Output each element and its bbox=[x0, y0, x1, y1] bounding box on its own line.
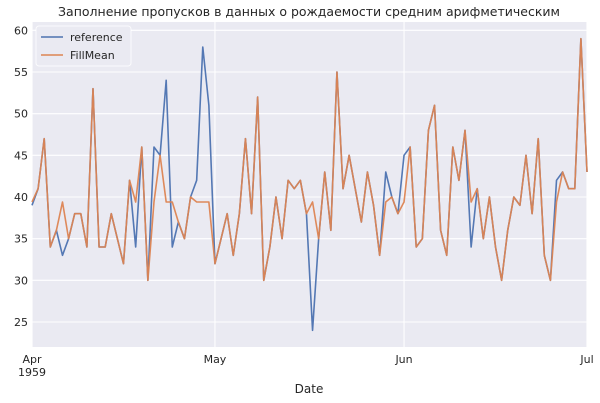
series-lines bbox=[31, 37, 588, 332]
x-axis-label: Date bbox=[295, 382, 324, 396]
plot-background bbox=[32, 22, 587, 347]
legend-label-fillmean: FillMean bbox=[70, 49, 115, 62]
legend-box bbox=[35, 25, 132, 67]
x-tick-sublabel: 1959 bbox=[18, 366, 46, 379]
y-ticks: 25 30 35 40 45 50 55 60 bbox=[14, 24, 28, 329]
x-tick-label: Jun bbox=[394, 353, 412, 366]
y-tick-label: 60 bbox=[14, 24, 28, 37]
y-tick-label: 30 bbox=[14, 274, 28, 287]
x-tick-label: Jul bbox=[579, 353, 593, 366]
y-tick-label: 45 bbox=[14, 149, 28, 162]
chart-title: Заполнение пропусков в данных о рождаемо… bbox=[58, 4, 560, 19]
grid bbox=[31, 22, 588, 347]
y-tick-label: 55 bbox=[14, 66, 28, 79]
y-tick-label: 40 bbox=[14, 191, 28, 204]
x-tick-label: Apr bbox=[22, 353, 42, 366]
x-tick-label: May bbox=[204, 353, 227, 366]
legend-label-reference: reference bbox=[70, 31, 123, 44]
y-tick-label: 25 bbox=[14, 316, 28, 329]
series-line-fillmean bbox=[31, 37, 588, 282]
legend: reference FillMean bbox=[35, 25, 132, 67]
y-tick-label: 50 bbox=[14, 108, 28, 121]
y-tick-label: 35 bbox=[14, 233, 28, 246]
